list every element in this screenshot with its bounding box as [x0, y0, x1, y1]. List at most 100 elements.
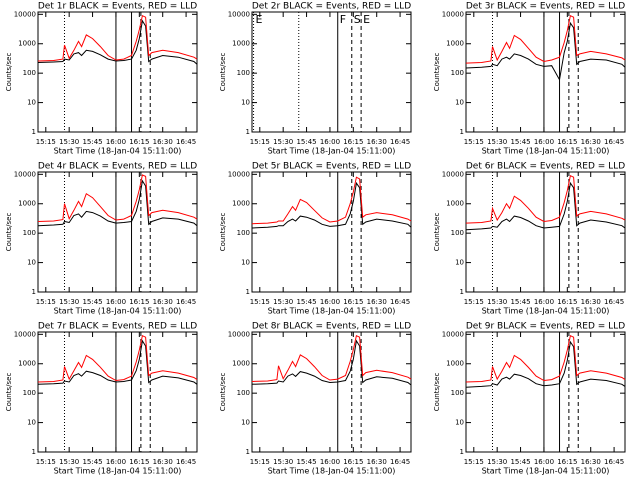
x-tick-label: 15:15: [464, 298, 484, 306]
x-tick-label: 15:45: [296, 298, 316, 306]
y-tick-label: 10000: [14, 170, 36, 178]
y-tick-label: 10000: [442, 10, 464, 18]
x-tick-label: 15:30: [487, 458, 507, 466]
x-tick-label: 16:30: [581, 298, 601, 306]
x-tick-label: 16:00: [320, 138, 340, 146]
y-tick-label: 10000: [228, 10, 250, 18]
x-tick-label: 15:30: [59, 458, 79, 466]
y-tick-label: 10: [455, 419, 464, 427]
y-axis-label: Counts/sec: [5, 373, 13, 412]
y-tick-label: 1: [460, 448, 464, 456]
y-tick-label: 1: [246, 128, 250, 136]
chart-title: Det 4r BLACK = Events, RED = LLD: [38, 162, 197, 172]
y-tick-label: 10000: [442, 330, 464, 338]
x-tick-label: 15:15: [250, 298, 270, 306]
y-tick-label: 100: [451, 69, 464, 77]
x-axis-label: Start Time (18-Jan-04 15:11:00): [482, 467, 610, 476]
x-axis-label: Start Time (18-Jan-04 15:11:00): [54, 467, 182, 476]
y-axis-label: Counts/sec: [219, 53, 227, 92]
y-tick-label: 1: [246, 288, 250, 296]
x-tick-label: 15:15: [464, 458, 484, 466]
marker-label: E: [363, 13, 370, 26]
x-axis-label: Start Time (18-Jan-04 15:11:00): [268, 307, 396, 316]
x-tick-label: 15:15: [250, 458, 270, 466]
y-tick-label: 10000: [228, 330, 250, 338]
y-tick-label: 100: [451, 389, 464, 397]
y-axis-label: Counts/sec: [433, 213, 441, 252]
x-tick-label: 16:00: [106, 458, 126, 466]
y-tick-label: 1: [246, 448, 250, 456]
x-tick-label: 16:30: [153, 298, 173, 306]
x-axis-label: Start Time (18-Jan-04 15:11:00): [268, 147, 396, 156]
x-tick-label: 15:45: [296, 138, 316, 146]
x-tick-label: 15:45: [296, 458, 316, 466]
y-tick-label: 1000: [18, 200, 36, 208]
series-line: [465, 174, 626, 224]
y-tick-label: 1000: [446, 40, 464, 48]
x-tick-label: 15:30: [487, 298, 507, 306]
y-axis-label: Counts/sec: [219, 373, 227, 412]
y-tick-label: 1: [32, 288, 36, 296]
x-tick-label: 16:15: [129, 458, 149, 466]
x-tick-label: 16:45: [604, 458, 624, 466]
series-line: [251, 334, 412, 382]
series-line: [251, 176, 412, 225]
y-tick-label: 10: [455, 99, 464, 107]
x-tick-label: 15:30: [59, 138, 79, 146]
y-axis-label: Counts/sec: [433, 373, 441, 412]
x-tick-label: 16:45: [604, 138, 624, 146]
series-line: [37, 174, 198, 222]
y-tick-label: 1000: [232, 360, 250, 368]
x-tick-label: 16:45: [390, 458, 410, 466]
x-tick-label: 15:45: [510, 298, 530, 306]
x-tick-label: 16:45: [390, 138, 410, 146]
y-tick-label: 10: [241, 419, 250, 427]
x-axis-label: Start Time (18-Jan-04 15:11:00): [54, 147, 182, 156]
plot-frame: [37, 331, 198, 453]
y-tick-label: 100: [23, 229, 36, 237]
chart-title: Det 1r BLACK = Events, RED = LLD: [38, 2, 197, 12]
x-tick-label: 16:30: [367, 138, 387, 146]
marker-label: S: [354, 13, 361, 26]
y-tick-label: 1000: [18, 360, 36, 368]
y-axis-label: Counts/sec: [433, 53, 441, 92]
x-tick-label: 15:15: [250, 138, 270, 146]
x-tick-label: 15:15: [36, 298, 56, 306]
x-tick-label: 16:45: [604, 298, 624, 306]
y-tick-label: 100: [23, 389, 36, 397]
y-tick-label: 1: [460, 128, 464, 136]
x-tick-label: 16:15: [343, 458, 363, 466]
x-tick-label: 15:45: [82, 138, 102, 146]
y-tick-label: 100: [237, 69, 250, 77]
x-tick-label: 16:00: [534, 298, 554, 306]
y-tick-label: 1: [32, 128, 36, 136]
plot-frame: [465, 331, 626, 453]
y-tick-label: 10000: [14, 330, 36, 338]
y-tick-label: 1000: [446, 200, 464, 208]
x-axis-label: Start Time (18-Jan-04 15:11:00): [54, 307, 182, 316]
plot-frame: [465, 171, 626, 293]
x-tick-label: 16:00: [534, 458, 554, 466]
series-line: [465, 181, 626, 231]
x-tick-label: 15:45: [82, 458, 102, 466]
series-line: [251, 181, 412, 229]
y-axis-label: Counts/sec: [5, 213, 13, 252]
x-tick-label: 16:30: [153, 138, 173, 146]
chart-title: Det 5r BLACK = Events, RED = LLD: [252, 162, 411, 172]
y-tick-label: 10000: [228, 170, 250, 178]
chart-title: Det 3r BLACK = Events, RED = LLD: [466, 2, 625, 12]
x-axis-label: Start Time (18-Jan-04 15:11:00): [268, 467, 396, 476]
series-line: [37, 179, 198, 227]
y-tick-label: 10: [27, 99, 36, 107]
series-line: [465, 14, 626, 64]
y-tick-label: 100: [237, 229, 250, 237]
x-tick-label: 15:30: [273, 458, 293, 466]
x-tick-label: 15:30: [273, 138, 293, 146]
series-line: [37, 19, 198, 65]
y-tick-label: 1000: [232, 200, 250, 208]
chart-title: Det 6r BLACK = Events, RED = LLD: [466, 162, 625, 172]
plot-frame: [37, 171, 198, 293]
x-tick-label: 16:00: [534, 138, 554, 146]
series-line: [465, 334, 626, 383]
